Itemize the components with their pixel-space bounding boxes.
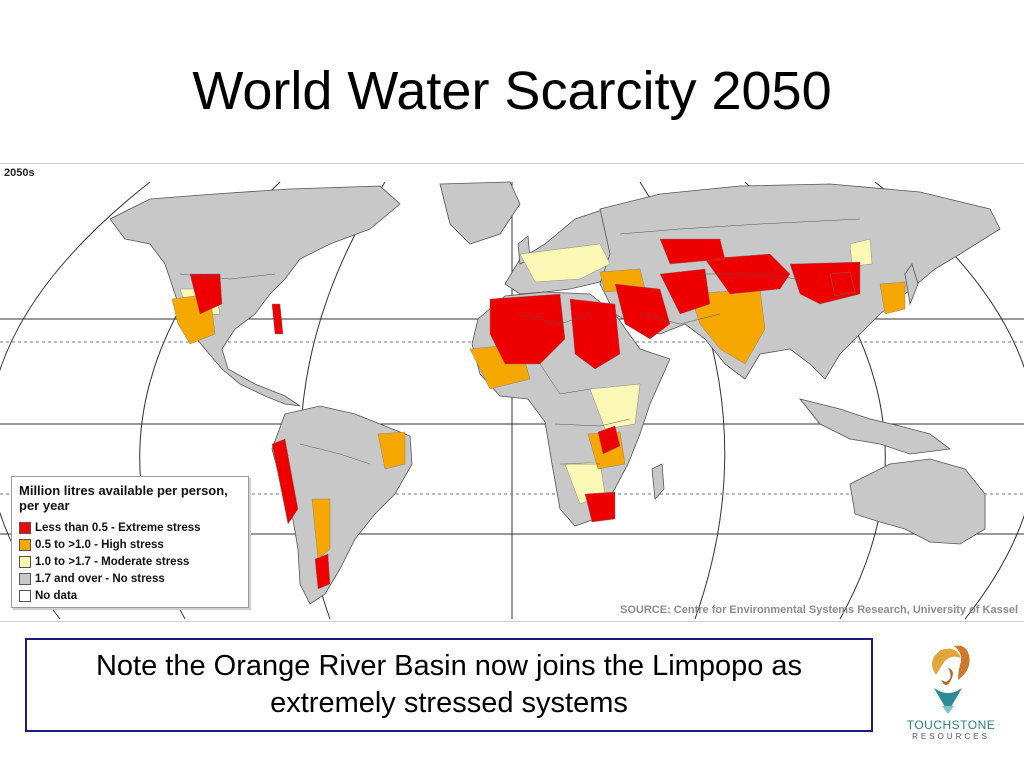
legend-swatch-moderate [19,555,31,568]
legend-swatch-no-data [19,589,31,602]
legend-item-moderate: 1.0 to >1.7 - Moderate stress [19,553,241,570]
legend-swatch-high [19,538,31,551]
note-box: Note the Orange River Basin now joins th… [25,638,873,732]
japan [904,263,919,306]
legend-label: No data [35,589,78,602]
note-text: Note the Orange River Basin now joins th… [95,650,803,719]
legend-label: Less than 0.5 - Extreme stress [35,521,201,534]
map-legend: Million litres available per person, per… [11,476,249,608]
legend-label: 1.7 and over - No stress [35,572,165,585]
source-credit: SOURCE: Centre for Environmental Systems… [620,604,1018,616]
madagascar [651,463,665,500]
slide-title: World Water Scarcity 2050 [192,61,832,121]
legend-item-extreme: Less than 0.5 - Extreme stress [19,519,241,536]
country-borders [179,218,861,465]
legend-item-high: 0.5 to >1.0 - High stress [19,536,241,553]
period-label: 2050s [4,167,35,179]
legend-label: 1.0 to >1.7 - Moderate stress [35,555,190,568]
legend-swatch-no-stress [19,572,31,585]
southeast-asia-islands [798,398,952,455]
logo-subtitle: RESOURCES [912,732,990,741]
legend-item-no-data: No data [19,587,241,604]
touchstone-logo-icon [932,645,970,714]
legend-title: Million litres available per person, per… [19,483,228,513]
touchstone-logo: TOUCHSTONE RESOURCES [896,640,1006,750]
world-map-svg [0,181,1024,620]
north-america [109,185,401,407]
legend-label: 0.5 to >1.0 - High stress [35,538,164,551]
legend-swatch-extreme [19,521,31,534]
water-scarcity-map: 2050s [0,163,1024,622]
greenland [439,181,521,245]
australia [849,458,986,545]
legend-item-no-stress: 1.7 and over - No stress [19,570,241,587]
logo-name: TOUCHSTONE [906,718,996,732]
